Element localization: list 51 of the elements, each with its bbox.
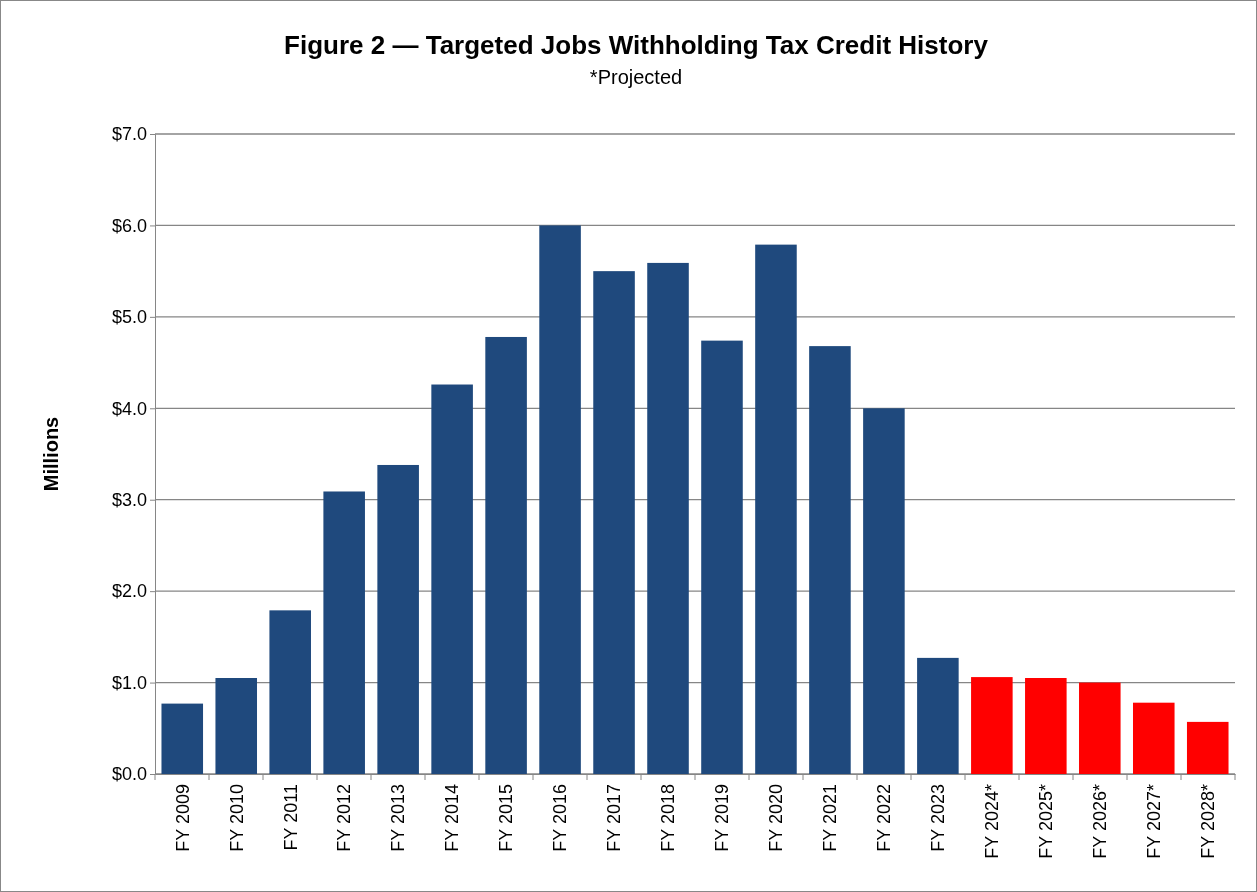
bar: [647, 262, 689, 774]
bar: [809, 346, 851, 774]
x-tick-label: FY 2011: [280, 784, 301, 851]
y-axis-title: Millions: [40, 416, 62, 492]
bar: [377, 464, 419, 774]
chart-subtitle: *Projected: [589, 66, 683, 88]
y-tick-label: $7.0: [111, 124, 147, 145]
x-tick-label: FY 2017: [604, 784, 625, 852]
x-tick-label: FY 2023: [928, 784, 949, 852]
x-tick-label: FY 2025*: [1036, 784, 1057, 859]
bar: [1186, 721, 1229, 774]
x-tick-label: FY 2018: [658, 784, 679, 852]
bar: [917, 657, 959, 774]
y-tick-label: $4.0: [111, 398, 147, 419]
bar: [1132, 702, 1175, 774]
y-tick-label: $6.0: [111, 215, 147, 236]
x-tick-label: FY 2021: [820, 784, 841, 852]
bar: [431, 384, 473, 774]
x-tick-label: FY 2010: [226, 784, 247, 852]
y-tick-label: $3.0: [111, 489, 147, 510]
y-tick-label: $5.0: [111, 307, 147, 328]
x-tick-label: FY 2012: [334, 784, 355, 852]
x-tick-label: FY 2024*: [982, 784, 1003, 859]
bar: [593, 271, 635, 774]
x-tick-label: FY 2027*: [1144, 784, 1165, 859]
x-tick-label: FY 2026*: [1090, 784, 1111, 859]
x-tick-label: FY 2019: [712, 784, 733, 852]
bar: [215, 678, 258, 774]
x-tick-label: FY 2028*: [1198, 784, 1219, 859]
bar: [863, 408, 905, 774]
bar: [269, 610, 311, 774]
bar: [485, 336, 527, 774]
x-tick-label: FY 2022: [874, 784, 895, 852]
chart-title: Figure 2 — Targeted Jobs Withholding Tax Credit History: [284, 30, 989, 60]
y-tick-label: $1.0: [111, 672, 147, 693]
x-tick-label: FY 2014: [442, 784, 463, 852]
bar: [755, 244, 797, 774]
x-tick-label: FY 2009: [172, 784, 193, 852]
y-tick-label: $0.0: [111, 764, 147, 785]
bar: [539, 225, 581, 774]
x-tick-label: FY 2020: [766, 784, 787, 852]
bar: [701, 340, 743, 774]
bar: [1079, 682, 1121, 774]
x-tick-label: FY 2016: [550, 784, 571, 852]
x-tick-label: FY 2013: [388, 784, 409, 852]
bar: [323, 491, 365, 774]
x-tick-label: FY 2015: [496, 784, 517, 852]
bar: [161, 703, 204, 774]
y-tick-label: $2.0: [111, 581, 147, 602]
bar: [1025, 678, 1067, 774]
bar: [971, 677, 1013, 774]
